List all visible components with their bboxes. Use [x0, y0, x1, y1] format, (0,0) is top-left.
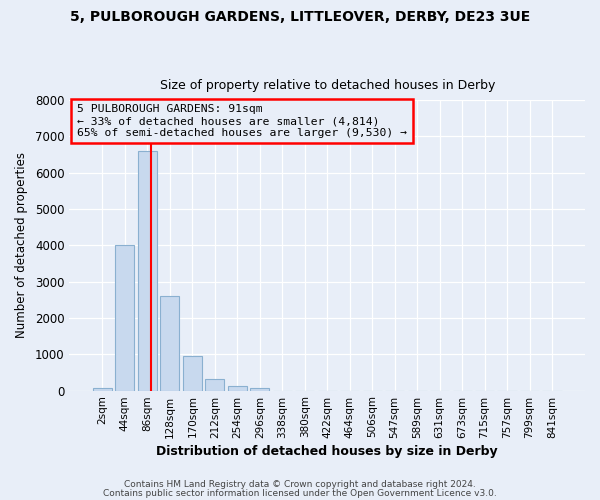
- Title: Size of property relative to detached houses in Derby: Size of property relative to detached ho…: [160, 79, 495, 92]
- Bar: [160, 296, 179, 390]
- Bar: [183, 356, 202, 390]
- Y-axis label: Number of detached properties: Number of detached properties: [15, 152, 28, 338]
- Text: 5, PULBOROUGH GARDENS, LITTLEOVER, DERBY, DE23 3UE: 5, PULBOROUGH GARDENS, LITTLEOVER, DERBY…: [70, 10, 530, 24]
- Bar: [93, 388, 112, 390]
- Bar: [138, 151, 157, 390]
- Text: 5 PULBOROUGH GARDENS: 91sqm
← 33% of detached houses are smaller (4,814)
65% of : 5 PULBOROUGH GARDENS: 91sqm ← 33% of det…: [77, 104, 407, 138]
- Text: Contains public sector information licensed under the Open Government Licence v3: Contains public sector information licen…: [103, 488, 497, 498]
- Bar: [205, 379, 224, 390]
- Bar: [250, 388, 269, 390]
- Bar: [228, 386, 247, 390]
- Text: Contains HM Land Registry data © Crown copyright and database right 2024.: Contains HM Land Registry data © Crown c…: [124, 480, 476, 489]
- X-axis label: Distribution of detached houses by size in Derby: Distribution of detached houses by size …: [157, 444, 498, 458]
- Bar: [115, 246, 134, 390]
